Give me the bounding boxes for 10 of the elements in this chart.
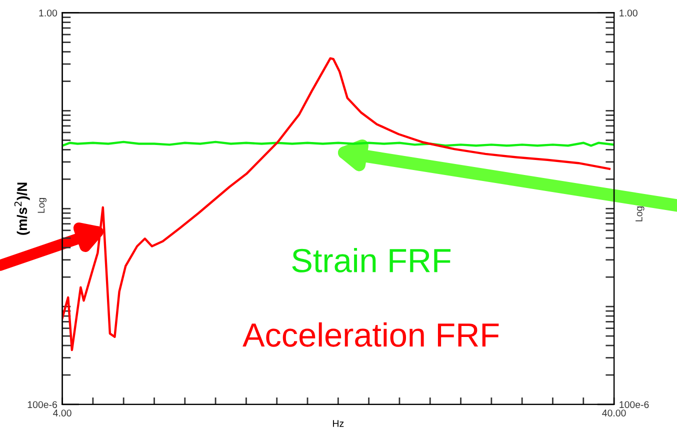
x-axis-title: Hz <box>333 420 344 427</box>
text: Strain FRF <box>292 248 450 272</box>
x-tick-label: 4.00 <box>53 410 72 416</box>
text: Acceleration FRF <box>242 322 499 347</box>
y2-tick-label: 100e-6 <box>620 401 649 408</box>
y-axis-title: (m/s$^{2}$)/N <box>14 182 30 235</box>
text: Log <box>636 206 644 222</box>
text: Log <box>38 198 47 213</box>
x-tick-label: 40.00 <box>602 410 626 416</box>
y2-tick-label: 1.00 <box>620 10 638 16</box>
